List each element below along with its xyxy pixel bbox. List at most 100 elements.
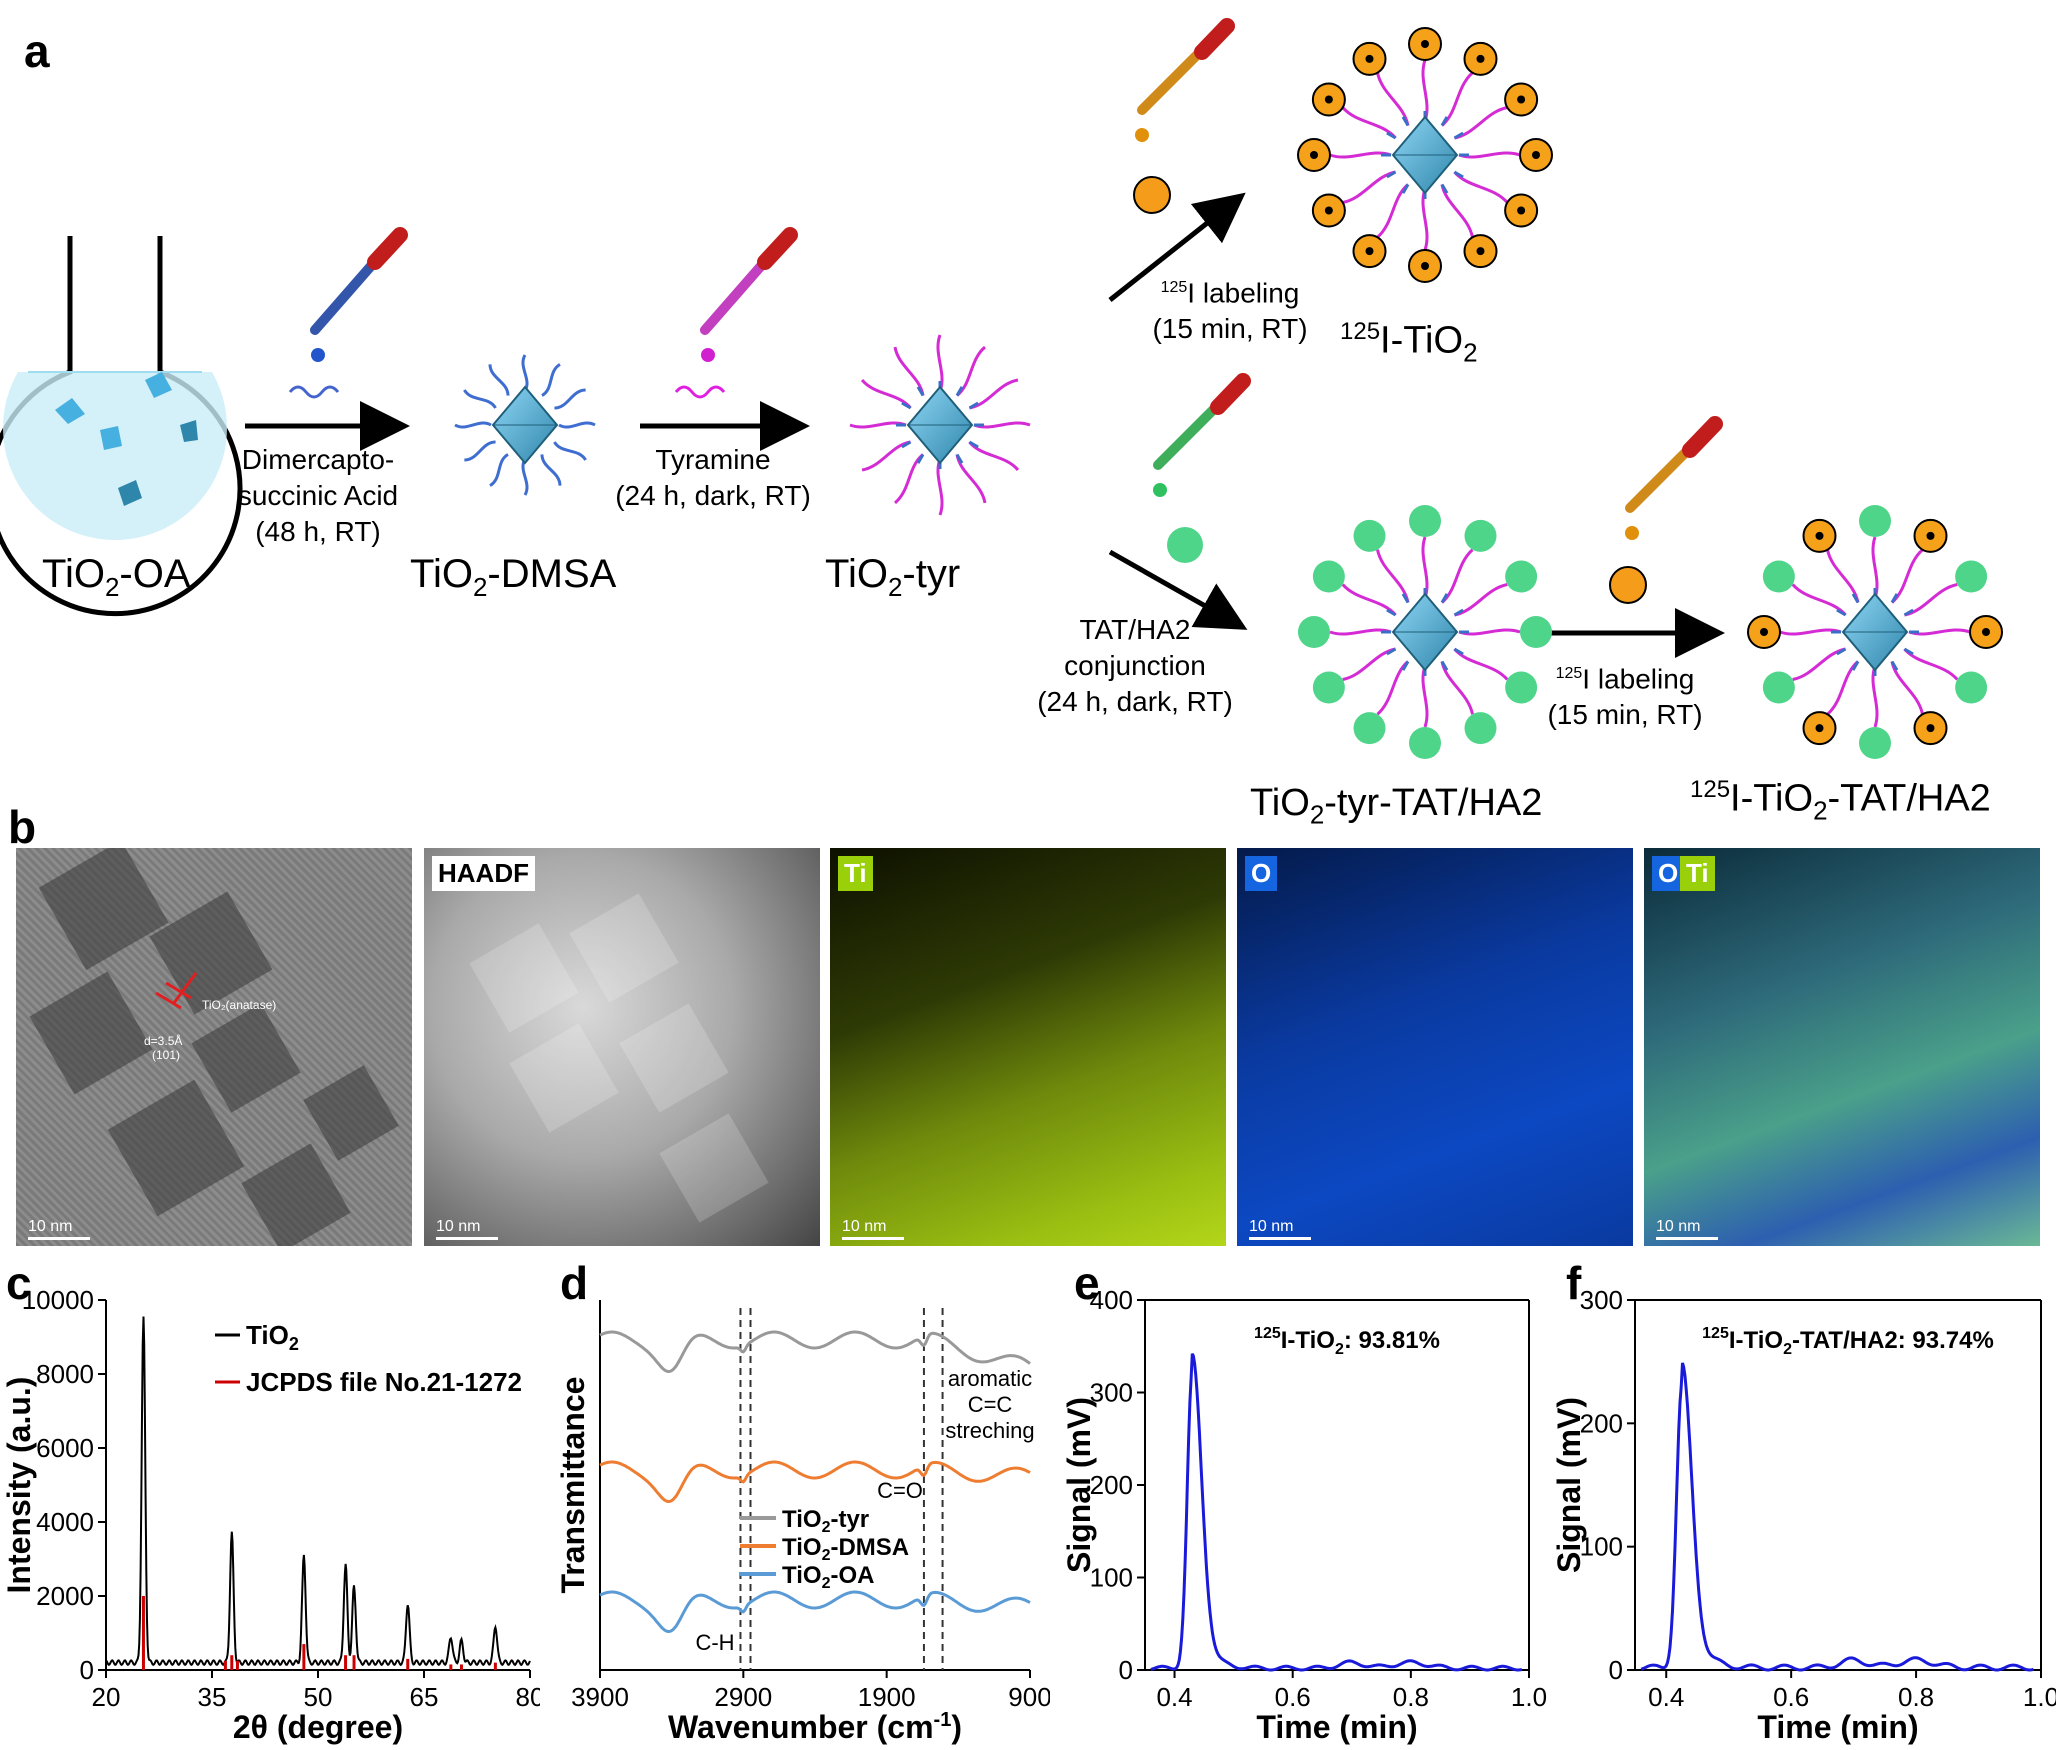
panel-label-c: c [6, 1257, 32, 1309]
x-tick-label: 1.0 [2023, 1682, 2056, 1712]
radioiodine-core [1365, 54, 1374, 63]
series-line-0 [599, 1330, 1031, 1374]
x-axis-label: Wavenumber (cm-1) [668, 1709, 962, 1745]
y-tick-label: 8000 [36, 1359, 94, 1389]
hrtem-plane: (101) [152, 1048, 181, 1062]
radioiodine-core [1815, 724, 1824, 733]
ligand-chain [1836, 647, 1847, 656]
ligand-chain [1453, 647, 1464, 656]
x-tick-label: 900 [1008, 1682, 1050, 1712]
species-tio2-dmsa: TiO2-DMSA [410, 552, 617, 602]
radioiodine-core [1310, 151, 1318, 159]
x-tick-label: 1900 [858, 1682, 916, 1712]
scale-bar-label: 10 nm [436, 1218, 481, 1235]
dropper-i125-top-icon [1133, 18, 1235, 214]
annotation-aromatic: aromatic [948, 1366, 1032, 1391]
overlay-map-image: O Ti 10 nm [1644, 848, 2040, 1246]
y-axis-label: Intensity (a.u.) [1, 1377, 37, 1594]
peptide-icon [1505, 560, 1538, 593]
x-tick-label: 2900 [714, 1682, 772, 1712]
ligand-chain [554, 388, 586, 410]
legend-label-2: TiO2-OA [782, 1562, 874, 1592]
y-tick-label: 100 [1580, 1532, 1623, 1562]
chart-title: 125I-TiO2: 93.81% [1254, 1325, 1440, 1358]
peptide-icon [1520, 616, 1552, 648]
radioiodine-core [1926, 531, 1935, 540]
ligand-chain [1440, 116, 1449, 127]
annotation-cc: C=C [968, 1392, 1013, 1417]
ligand-chain [1453, 170, 1464, 179]
ligand-chain [1401, 593, 1410, 604]
chromatogram-line [1640, 1362, 2034, 1672]
annotation-streching: streching [945, 1418, 1034, 1443]
hrtem-dspacing: d=3.5Å [144, 1034, 183, 1048]
y-tick-label: 300 [1580, 1285, 1623, 1315]
y-tick-label: 0 [1609, 1655, 1623, 1685]
ligand-chain [1836, 608, 1847, 617]
y-tick-label: 200 [1580, 1408, 1623, 1438]
scale-bar [436, 1237, 498, 1240]
haadf-image: HAADF 10 nm [424, 848, 820, 1246]
ligand-chain [1851, 660, 1860, 671]
radioiodine-core [1365, 247, 1374, 256]
peptide-icon [1312, 560, 1345, 593]
peptide-icon [1859, 727, 1891, 759]
y-tick-label: 6000 [36, 1433, 94, 1463]
ligand-chain [1401, 116, 1410, 127]
x-axis-label: Time (min) [1256, 1709, 1417, 1745]
radioiodine-core [1815, 531, 1824, 540]
species-tio2-oa: TiO2-OA [42, 552, 191, 602]
peptide-icon [1955, 671, 1988, 704]
radioiodine-core [1476, 247, 1485, 256]
panel-label-f: f [1566, 1257, 1582, 1309]
ligand-chain [1453, 608, 1464, 617]
hrtem-phase-label: TiO₂(anatase) [202, 998, 277, 1012]
series-line-tio2 [105, 1316, 531, 1667]
ligand-chain [1401, 660, 1410, 671]
hrtem-image: TiO₂(anatase) d=3.5Å (101) 10 nm [16, 848, 412, 1246]
nanoparticle-tat-icon [1298, 505, 1552, 759]
ligand-chain [1386, 131, 1397, 140]
ligand-chain [463, 389, 497, 409]
step-tyr: Tyramine (24 h, dark, RT) [615, 444, 811, 511]
ligand-chain [1903, 647, 1914, 656]
dropper-dmsa-icon [288, 227, 408, 399]
peptide-icon [1298, 616, 1330, 648]
ligand-chain [955, 386, 964, 397]
ligand-chain [454, 421, 492, 429]
radioiodine-core [1760, 628, 1768, 636]
nanoparticle-i125-icon [1297, 27, 1553, 283]
x-tick-label: 35 [198, 1682, 227, 1712]
scale-bar-label: 10 nm [1249, 1218, 1294, 1235]
ligand-chain [916, 386, 925, 397]
series-line-1 [599, 1460, 1031, 1504]
ligand-chain [1851, 593, 1860, 604]
scale-bar [842, 1237, 904, 1240]
y-tick-label: 0 [80, 1655, 94, 1685]
species-i125-tio2: 125I-TiO2 [1340, 318, 1478, 368]
haadf-tag: HAADF [432, 856, 535, 891]
radioiodine-core [1926, 724, 1935, 733]
y-tick-label: 400 [1090, 1285, 1133, 1315]
y-tick-label: 4000 [36, 1507, 94, 1537]
scale-bar [1249, 1237, 1311, 1240]
panel-label-a: a [24, 25, 50, 77]
dropper-i125-bottom-icon [1609, 416, 1723, 604]
ligand-chain [1440, 593, 1449, 604]
ligand-chain [489, 453, 509, 487]
legend-label-jcpds: JCPDS file No.21-1272 [246, 1367, 522, 1397]
annotation-co: C=O [877, 1478, 923, 1503]
x-tick-label: 80 [516, 1682, 540, 1712]
x-tick-label: 3900 [571, 1682, 629, 1712]
peptide-icon [1353, 712, 1386, 745]
scale-bar-label: 10 nm [28, 1218, 73, 1235]
x-tick-label: 50 [304, 1682, 333, 1712]
x-tick-label: 0.6 [1275, 1682, 1311, 1712]
legend-label-0: TiO2-tyr [782, 1506, 869, 1536]
y-tick-label: 100 [1090, 1563, 1133, 1593]
panel-label-e: e [1074, 1257, 1100, 1309]
dropper-tat-icon [1153, 373, 1251, 563]
radioiodine-core [1532, 151, 1540, 159]
x-tick-label: 65 [410, 1682, 439, 1712]
y-tick-label: 2000 [36, 1581, 94, 1611]
